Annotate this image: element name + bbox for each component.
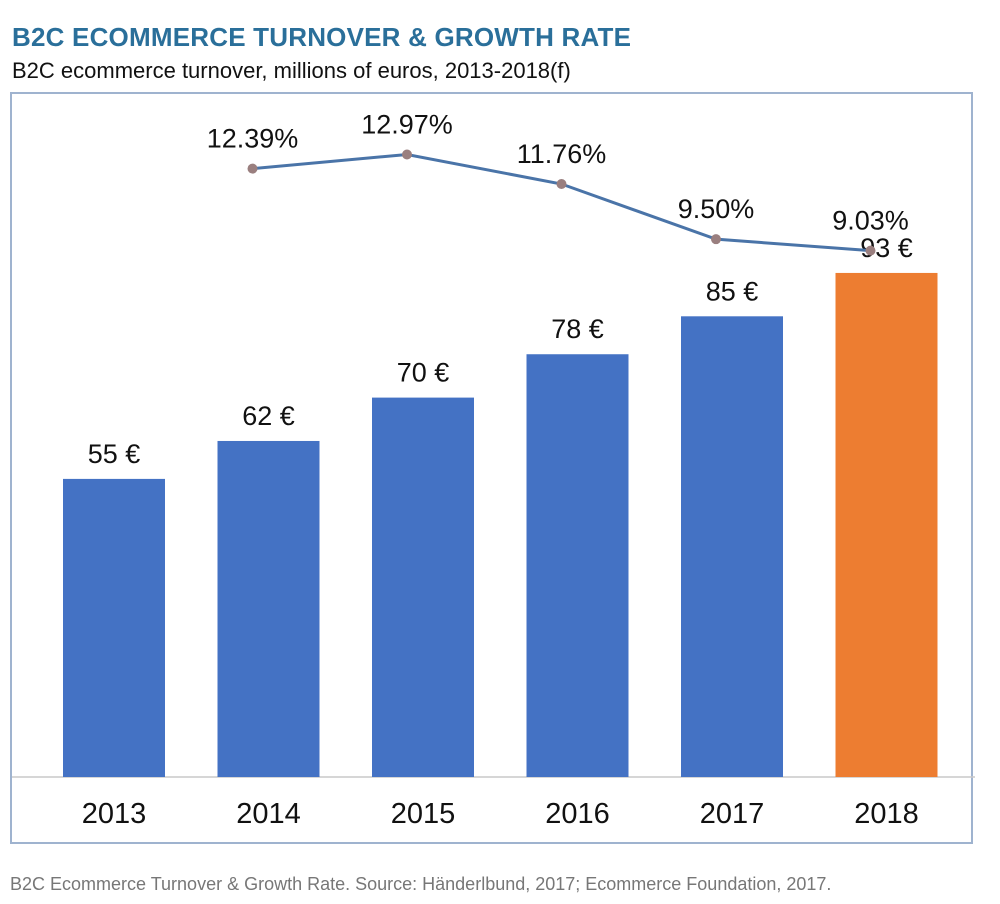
x-tick-label-2013: 2013 bbox=[82, 798, 147, 830]
chart-subtitle: B2C ecommerce turnover, millions of euro… bbox=[12, 58, 571, 83]
growth-rate-point-2018 bbox=[865, 245, 876, 256]
growth-rate-label-2014: 12.39% bbox=[207, 124, 299, 154]
x-tick-label-2014: 2014 bbox=[236, 798, 301, 830]
bar-2018 bbox=[835, 272, 938, 777]
chart-frame: 55 €62 €70 €78 €85 €93 € 12.39% 12.97% 11.… bbox=[10, 92, 975, 844]
x-tick-label-2015: 2015 bbox=[391, 798, 456, 830]
growth-rate-label-2015: 12.97% bbox=[361, 109, 453, 139]
chart-title: B2C ECOMMERCE TURNOVER & GROWTH RATE bbox=[12, 22, 632, 52]
bar-2016 bbox=[526, 354, 629, 777]
growth-rate-point-2014 bbox=[247, 163, 258, 174]
growth-rate-label-2017: 9.50% bbox=[678, 194, 755, 224]
bar-value-label-2017: 85 € bbox=[706, 276, 759, 306]
chart-plot: 55 €62 €70 €78 €85 €93 € 12.39% 12.97%11.… bbox=[12, 109, 975, 830]
growth-rate-point-2015 bbox=[402, 149, 412, 160]
x-tick-label-2016: 2016 bbox=[545, 798, 610, 830]
bar-value-label-2016: 78 € bbox=[551, 314, 604, 344]
source-note: B2C Ecommerce Turnover & Growth Rate. So… bbox=[10, 874, 832, 894]
bar-value-label-2015: 70 € bbox=[397, 358, 450, 388]
bar-2013 bbox=[63, 478, 165, 777]
bar-value-label-2013: 55 € bbox=[88, 439, 141, 469]
bar-2014 bbox=[217, 440, 320, 777]
growth-rate-point-2017 bbox=[711, 234, 721, 245]
x-tick-label-2018: 2018 bbox=[854, 798, 919, 830]
x-tick-label-2017: 2017 bbox=[700, 798, 765, 830]
growth-rate-point-2016 bbox=[556, 179, 567, 190]
growth-rate-label-2016: 11.76% bbox=[517, 139, 607, 169]
bar-2015 bbox=[372, 397, 474, 777]
bar-2017 bbox=[681, 316, 783, 777]
growth-rate-label-2018: 9.03% bbox=[832, 206, 909, 236]
bar-value-label-2014: 62 € bbox=[242, 401, 295, 431]
